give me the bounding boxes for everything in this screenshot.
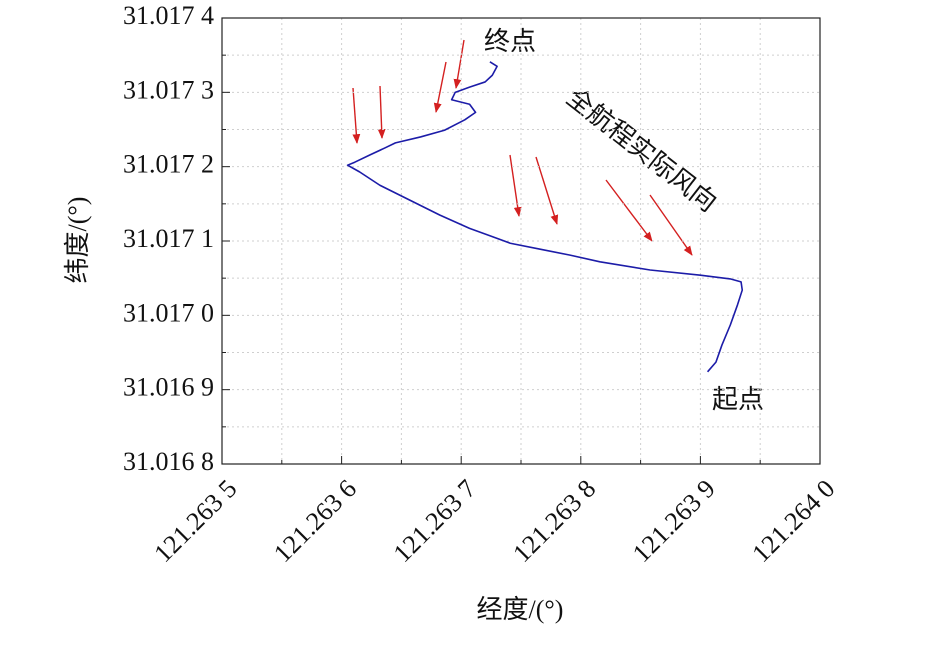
- wind-arrow: [433, 61, 447, 113]
- track-line: [346, 61, 744, 373]
- wind-arrow: [352, 87, 361, 144]
- y-tick-label: 31.017 1: [123, 224, 214, 253]
- x-axis-title: 经度/(°): [477, 595, 564, 624]
- wind-arrow: [605, 179, 653, 242]
- y-tick-label: 31.017 0: [123, 298, 214, 327]
- x-tick-label: 121.263 9: [627, 474, 721, 568]
- wind-arrow: [509, 154, 522, 217]
- wind-arrow: [649, 194, 693, 256]
- x-tick-label: 121.263 8: [507, 474, 601, 568]
- x-tick-label: 121.263 6: [268, 474, 362, 568]
- y-tick-label: 31.017 2: [123, 150, 214, 179]
- wind-arrow: [535, 156, 559, 225]
- y-tick-label: 31.016 9: [123, 373, 214, 402]
- plot-frame: [221, 17, 821, 465]
- x-tick-label: 121.263 7: [388, 474, 482, 568]
- y-axis-title: 纬度/(°): [63, 197, 92, 284]
- wind-arrows: [352, 39, 693, 256]
- y-tick-label: 31.017 3: [123, 75, 214, 104]
- x-tick-label: 121.263 5: [148, 474, 242, 568]
- x-tick-label: 121.264 0: [746, 474, 840, 568]
- wind-arrow: [377, 85, 386, 139]
- wind-arrow: [453, 39, 465, 89]
- y-tick-label: 31.016 8: [123, 447, 214, 476]
- annotation: 全航程实际风向: [561, 83, 722, 218]
- annotation: 终点: [484, 27, 536, 56]
- y-tick-label: 31.017 4: [123, 1, 214, 30]
